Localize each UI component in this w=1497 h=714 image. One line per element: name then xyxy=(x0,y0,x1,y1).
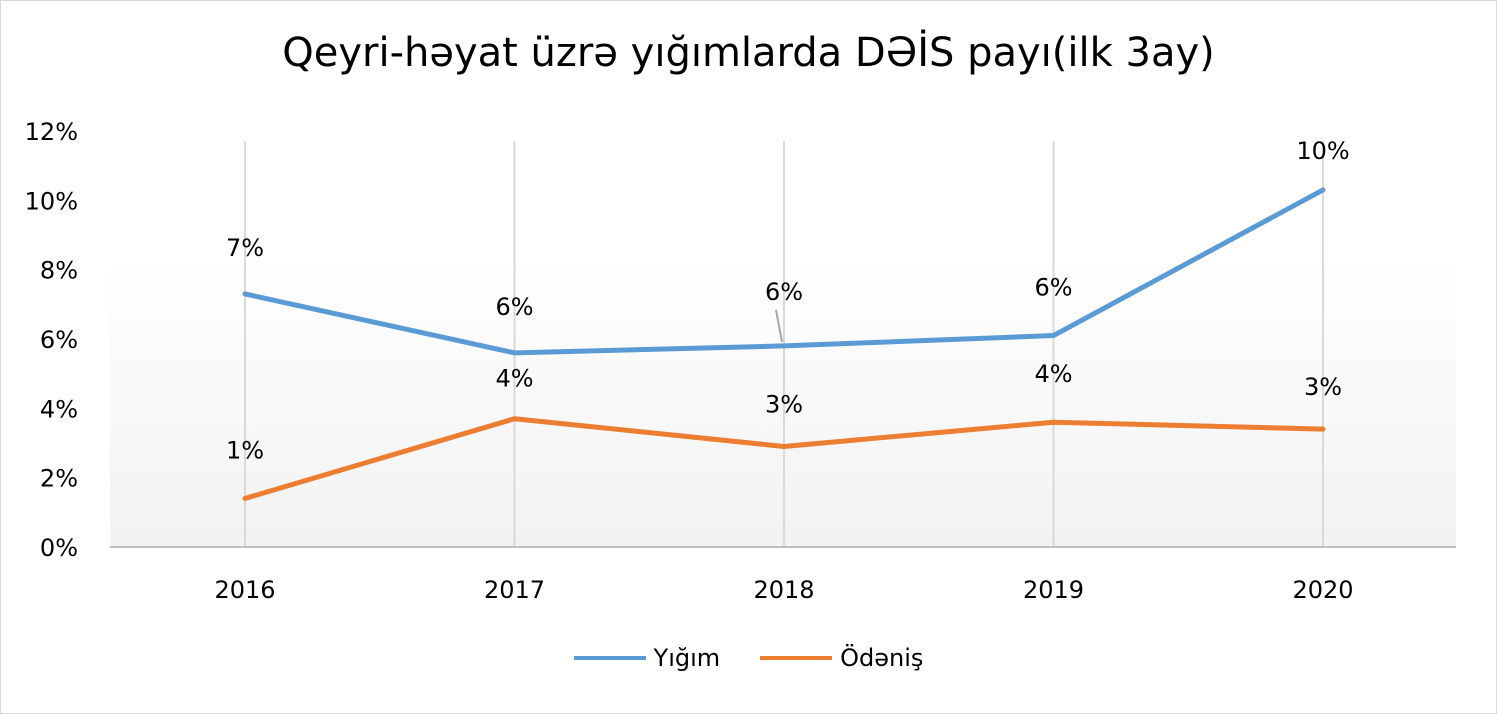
x-tick-label: 2018 xyxy=(753,576,814,604)
data-label-leader-line xyxy=(775,309,783,343)
y-tick-label: 10% xyxy=(25,187,78,215)
y-tick-label: 4% xyxy=(40,395,78,423)
legend-item-series-1: Yığım xyxy=(573,644,721,672)
y-tick-label: 0% xyxy=(40,534,78,562)
x-tick-label: 2017 xyxy=(484,576,545,604)
y-tick-label: 8% xyxy=(40,257,78,285)
y-tick-label: 12% xyxy=(25,118,78,146)
legend-label-series-1: Yığım xyxy=(653,644,721,672)
x-tick-label: 2019 xyxy=(1023,576,1084,604)
chart-legend: Yığım Ödəniş xyxy=(0,644,1497,672)
data-label-series-2: 3% xyxy=(765,390,803,418)
data-label-series-2: 4% xyxy=(1034,360,1072,388)
data-label-series-2: 1% xyxy=(226,436,264,464)
legend-label-series-2: Ödəniş xyxy=(840,644,924,672)
legend-swatch-series-2 xyxy=(760,656,833,660)
x-tick-label: 2016 xyxy=(214,576,275,604)
data-label-series-1: 7% xyxy=(226,234,264,262)
y-tick-label: 2% xyxy=(40,465,78,493)
data-label-series-2: 4% xyxy=(495,365,533,393)
legend-swatch-series-1 xyxy=(573,656,646,660)
data-label-series-1: 6% xyxy=(1034,274,1072,302)
data-label-series-1: 6% xyxy=(765,278,803,306)
legend-item-series-2: Ödəniş xyxy=(760,644,923,672)
data-label-series-2: 3% xyxy=(1304,373,1342,401)
data-label-series-1: 6% xyxy=(495,293,533,321)
data-label-series-1: 10% xyxy=(1296,137,1349,165)
y-tick-label: 6% xyxy=(40,326,78,354)
chart-title: Qeyri-həyat üzrə yığımlarda DƏİS payı(il… xyxy=(282,30,1215,76)
x-tick-label: 2020 xyxy=(1292,576,1353,604)
